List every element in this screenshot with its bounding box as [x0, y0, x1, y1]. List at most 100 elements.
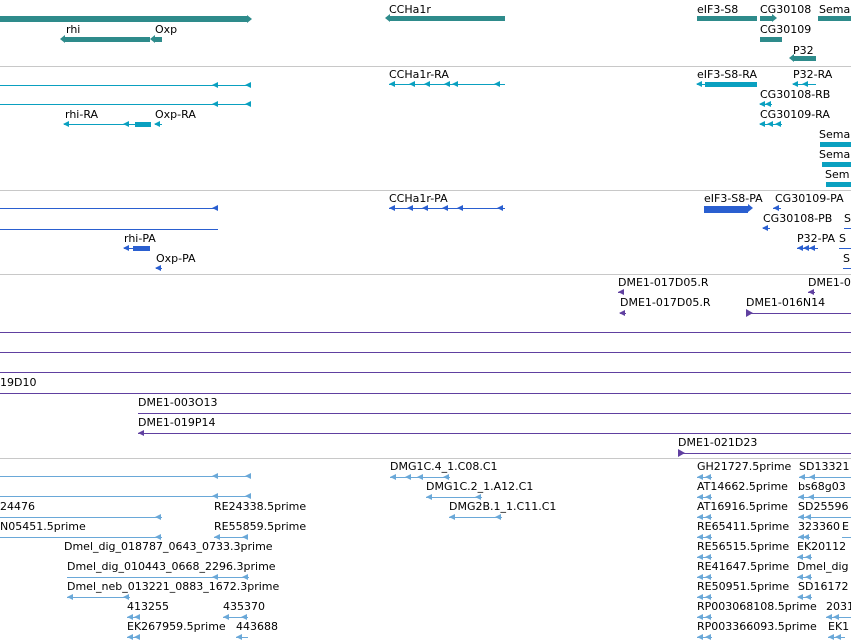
strand-arrow-icon: [390, 474, 396, 480]
feature-label: RP003068108.5prime: [697, 600, 817, 613]
strand-arrow-icon: [789, 54, 794, 62]
strand-arrow-icon: [828, 634, 834, 640]
strand-arrow-icon: [245, 101, 251, 107]
feature-line: [127, 617, 140, 618]
strand-arrow-icon: [826, 614, 832, 620]
feature-bar: [64, 37, 150, 42]
feature-line: [0, 537, 162, 538]
feature-label: E: [842, 520, 849, 533]
exon-block: [704, 206, 748, 211]
feature-label: 435370: [223, 600, 265, 613]
feature-label: eIF3-S8: [697, 3, 739, 16]
feature-line: [839, 248, 851, 249]
feature-line: [449, 517, 502, 518]
feature-label: Sema: [819, 128, 851, 141]
strand-arrow-icon: [495, 514, 501, 520]
exon-block: [705, 82, 757, 87]
strand-arrow-icon: [809, 245, 815, 251]
strand-arrow-icon: [697, 614, 703, 620]
feature-line: [697, 497, 712, 498]
strand-arrow-icon: [808, 289, 814, 295]
strand-arrow-icon: [803, 245, 809, 251]
feature-label: AT16916.5prime: [697, 500, 788, 513]
feature-line: [697, 597, 712, 598]
strand-arrow-icon: [767, 121, 773, 127]
feature-line: [843, 268, 851, 269]
feature-line: [0, 208, 218, 209]
feature-label: rhi: [66, 23, 81, 36]
feature-label: CCHa1r: [389, 3, 431, 16]
strand-arrow-icon: [389, 205, 395, 211]
strand-arrow-icon: [127, 614, 133, 620]
feature-bar: [826, 182, 851, 187]
strand-arrow-icon: [60, 35, 65, 43]
feature-line: [799, 477, 851, 478]
feature-line: [0, 476, 248, 477]
feature-line: [798, 497, 851, 498]
strand-arrow-icon: [127, 634, 133, 640]
feature-label: 323360: [798, 520, 840, 533]
strand-arrow-icon: [405, 474, 411, 480]
feature-label: DMG1C.2_1.A12.C1: [426, 480, 534, 493]
strand-arrow-icon: [705, 494, 711, 500]
strand-arrow-icon: [155, 514, 161, 520]
strand-arrow-icon: [422, 205, 428, 211]
feature-label: CG30109-PA: [775, 192, 844, 205]
strand-arrow-icon: [772, 14, 777, 22]
feature-label: Dmel_dig_018787_0643_0733.3prime: [64, 540, 273, 553]
strand-arrow-icon: [155, 534, 161, 540]
clone-line[interactable]: [0, 372, 851, 373]
strand-arrow-icon: [242, 574, 248, 580]
feature-label: Oxp-PA: [156, 252, 196, 265]
strand-arrow-icon: [212, 574, 218, 580]
track-separator: [0, 66, 851, 67]
strand-arrow-icon: [808, 494, 814, 500]
feature-label: S: [844, 212, 851, 225]
feature-label: SD16172: [798, 580, 849, 593]
strand-arrow-icon: [797, 245, 803, 251]
feature-line: [697, 517, 712, 518]
strand-arrow-icon: [449, 514, 455, 520]
strand-arrow-icon: [409, 81, 415, 87]
clone-line[interactable]: [0, 332, 851, 333]
strand-arrow-icon: [798, 514, 804, 520]
feature-label: 413255: [127, 600, 169, 613]
strand-arrow-icon: [805, 514, 811, 520]
strand-arrow-icon: [805, 574, 811, 580]
track-separator: [0, 190, 851, 191]
strand-arrow-icon: [802, 81, 808, 87]
feature-line: [697, 477, 712, 478]
strand-arrow-icon: [759, 121, 765, 127]
strand-arrow-icon: [805, 594, 811, 600]
feature-label: DME1-019P14: [138, 416, 216, 429]
feature-label: DME1-017D05.R: [618, 276, 709, 289]
feature-label: SD25596: [798, 500, 849, 513]
strand-arrow-icon: [407, 205, 413, 211]
strand-arrow-icon: [452, 81, 458, 87]
strand-arrow-icon: [123, 121, 129, 127]
feature-label: RE50951.5prime: [697, 580, 790, 593]
feature-line: [0, 496, 248, 497]
feature-label: 24476: [0, 500, 35, 513]
strand-arrow-icon: [214, 534, 220, 540]
strand-arrow-icon: [154, 121, 160, 127]
strand-arrow-icon: [67, 594, 73, 600]
feature-label: DME1-003O13: [138, 396, 218, 409]
feature-line: [127, 637, 140, 638]
clone-line[interactable]: [0, 352, 851, 353]
strand-arrow-icon: [212, 82, 218, 88]
feature-line: [0, 104, 248, 105]
feature-label: Dmel_dig_010443_0668_2296.3prime: [67, 560, 276, 573]
strand-arrow-icon: [424, 81, 430, 87]
feature-line: [0, 229, 218, 230]
strand-arrow-icon: [705, 554, 711, 560]
strand-arrow-icon: [245, 82, 251, 88]
feature-line: [797, 577, 812, 578]
feature-line: [236, 637, 248, 638]
feature-label: P32-RA: [793, 68, 833, 81]
feature-label: Dmel_neb_013221_0883_1672.3prime: [67, 580, 280, 593]
strand-arrow-icon: [798, 534, 804, 540]
strand-arrow-icon: [212, 205, 218, 211]
strand-arrow-icon: [245, 493, 251, 499]
